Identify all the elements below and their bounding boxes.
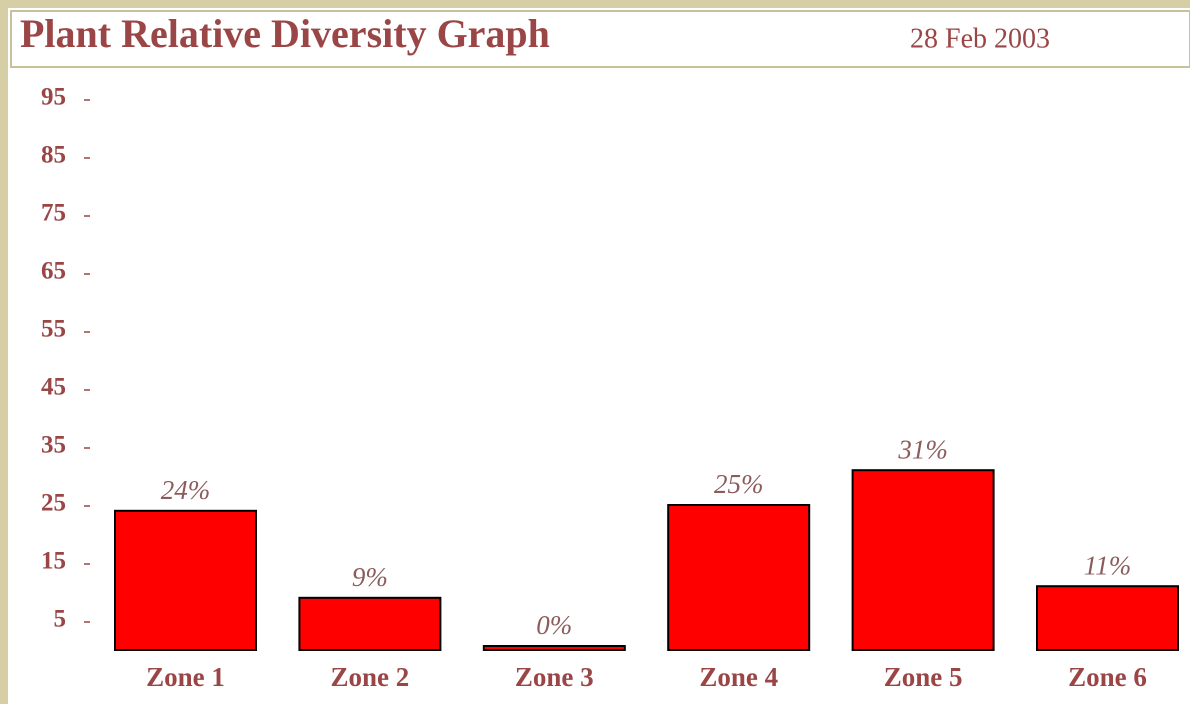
- bar: [298, 596, 442, 651]
- chart-title: Plant Relative Diversity Graph: [20, 11, 550, 56]
- value-label: 25%: [714, 469, 764, 499]
- y-tick-label: 5: [54, 606, 67, 633]
- y-tick-label: 95: [41, 84, 66, 111]
- bar: [667, 504, 811, 651]
- y-tick-label: 75: [41, 200, 66, 227]
- y-tick-label: 35: [41, 432, 66, 459]
- value-label: 24%: [161, 475, 211, 505]
- y-tick-label: 55: [41, 316, 66, 343]
- chart-date: 28 Feb 2003: [910, 23, 1050, 54]
- x-tick-label: Zone 3: [515, 662, 594, 692]
- bar: [114, 509, 257, 651]
- x-tick-label: Zone 6: [1068, 662, 1147, 692]
- x-tick-label: Zone 1: [146, 662, 225, 692]
- y-tick-label: 25: [41, 490, 66, 517]
- bar: [1036, 585, 1179, 652]
- value-label: 31%: [897, 434, 948, 464]
- bar: [482, 645, 626, 651]
- value-label: 11%: [1084, 550, 1132, 580]
- bar: [851, 469, 995, 652]
- value-label: 9%: [352, 562, 388, 592]
- title-box: [10, 10, 1190, 68]
- x-tick-label: Zone 4: [699, 662, 778, 692]
- x-tick-label: Zone 5: [884, 662, 963, 692]
- y-tick-label: 65: [41, 258, 66, 285]
- value-label: 0%: [536, 610, 572, 640]
- y-tick-label: 85: [41, 142, 66, 169]
- y-tick-label: 45: [41, 374, 66, 401]
- x-tick-label: Zone 2: [331, 662, 410, 692]
- y-tick-label: 15: [41, 548, 66, 575]
